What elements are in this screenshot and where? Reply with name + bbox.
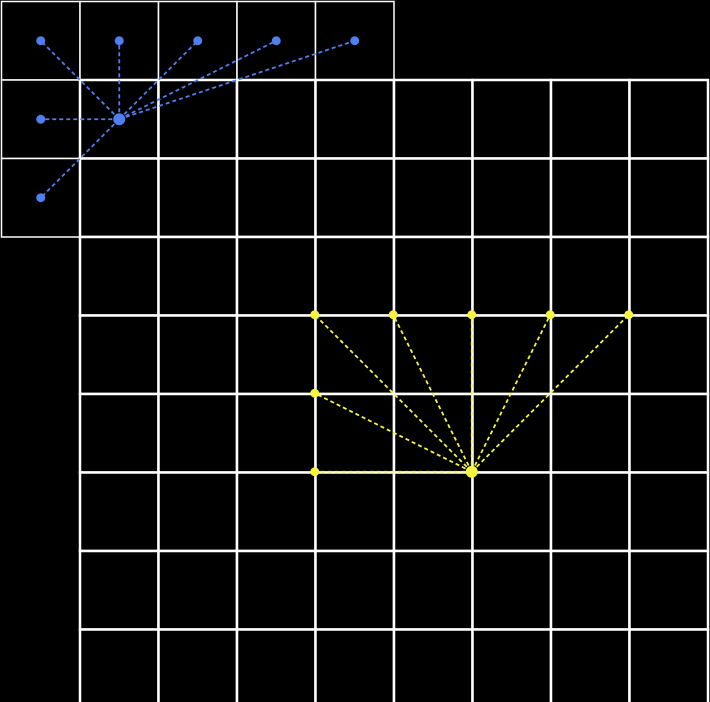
large-grid-cell — [157, 549, 239, 631]
large-grid-cell — [235, 549, 317, 631]
large-grid-cell — [314, 628, 396, 702]
large-grid-cell — [157, 471, 239, 553]
large-grid-cell — [314, 235, 396, 317]
blue-point — [36, 193, 46, 203]
large-grid-cell — [392, 471, 474, 553]
yellow-point — [467, 310, 477, 320]
large-grid-cell — [157, 235, 239, 317]
blue-connector-line — [118, 40, 199, 120]
large-grid-cell — [628, 314, 710, 396]
large-grid-cell — [471, 628, 553, 702]
yellow-point — [545, 310, 555, 320]
large-grid-cell — [314, 549, 396, 631]
large-grid-cell — [392, 549, 474, 631]
yellow-connector-line — [392, 314, 473, 473]
large-grid-cell — [549, 235, 631, 317]
large-grid-cell — [235, 235, 317, 317]
large-grid-cell — [628, 235, 710, 317]
blue-point — [193, 36, 203, 46]
large-grid-cell — [392, 78, 474, 160]
large-grid-cell — [392, 628, 474, 702]
large-grid — [78, 78, 710, 702]
large-grid-cell — [157, 628, 239, 702]
large-grid-cell — [628, 78, 710, 160]
large-grid-cell — [549, 314, 631, 396]
blue-connection-cluster — [36, 36, 360, 203]
blue-connector-line — [118, 39, 277, 121]
blue-hub-point — [113, 113, 126, 126]
large-grid-cell — [628, 392, 710, 474]
large-grid-cell — [628, 628, 710, 702]
yellow-point — [388, 310, 398, 320]
yellow-point — [310, 467, 320, 477]
blue-connector-line — [118, 39, 356, 121]
large-grid-cell — [78, 314, 160, 396]
large-grid-cell — [314, 157, 396, 239]
large-grid-cell — [392, 157, 474, 239]
large-grid-cell — [549, 628, 631, 702]
blue-point — [36, 114, 46, 124]
large-grid-cell — [235, 157, 317, 239]
large-grid-cell — [314, 78, 396, 160]
yellow-point — [624, 310, 634, 320]
large-grid-cell — [78, 549, 160, 631]
large-grid-cell — [549, 392, 631, 474]
blue-point — [36, 36, 46, 46]
blue-point — [114, 36, 124, 46]
large-grid-cell — [392, 235, 474, 317]
yellow-connection-cluster — [310, 310, 634, 478]
large-grid-cell — [549, 157, 631, 239]
large-grid-cell — [78, 471, 160, 553]
blue-point — [271, 36, 281, 46]
large-grid-cell — [471, 471, 553, 553]
large-grid-cell — [471, 392, 553, 474]
large-grid-cell — [549, 78, 631, 160]
large-grid-cell — [471, 549, 553, 631]
large-grid-cell — [157, 392, 239, 474]
large-grid-cell — [78, 628, 160, 702]
large-grid-cell — [78, 392, 160, 474]
large-grid-cell — [157, 157, 239, 239]
large-grid-cell — [78, 235, 160, 317]
large-grid-cell — [157, 314, 239, 396]
yellow-connector-line — [314, 314, 473, 473]
large-grid-cell — [314, 471, 396, 553]
large-grid-cell — [628, 471, 710, 553]
large-grid-cell — [471, 314, 553, 396]
large-grid-cell — [471, 235, 553, 317]
large-grid-cell — [235, 628, 317, 702]
large-grid-cell — [471, 78, 553, 160]
large-grid-cell — [628, 157, 710, 239]
large-grid-cell — [628, 549, 710, 631]
large-grid-cell — [78, 157, 160, 239]
large-grid-cell — [235, 392, 317, 474]
yellow-point — [310, 310, 320, 320]
blue-connector-line — [40, 118, 120, 199]
large-grid-cell — [549, 549, 631, 631]
yellow-point — [310, 388, 320, 398]
large-grid-cell — [235, 314, 317, 396]
large-grid-cell — [314, 392, 396, 474]
large-grid-cell — [157, 78, 239, 160]
large-grid-cell — [549, 471, 631, 553]
yellow-connector-line — [471, 314, 630, 473]
large-grid-cell — [471, 157, 553, 239]
blue-point — [350, 36, 360, 46]
blue-connector-line — [40, 40, 120, 120]
yellow-hub-point — [465, 465, 478, 478]
large-grid-cell — [235, 78, 317, 160]
yellow-connector-line — [314, 392, 473, 473]
yellow-connector-line — [470, 314, 552, 473]
large-grid-cell — [235, 471, 317, 553]
large-grid-cell — [392, 314, 474, 396]
